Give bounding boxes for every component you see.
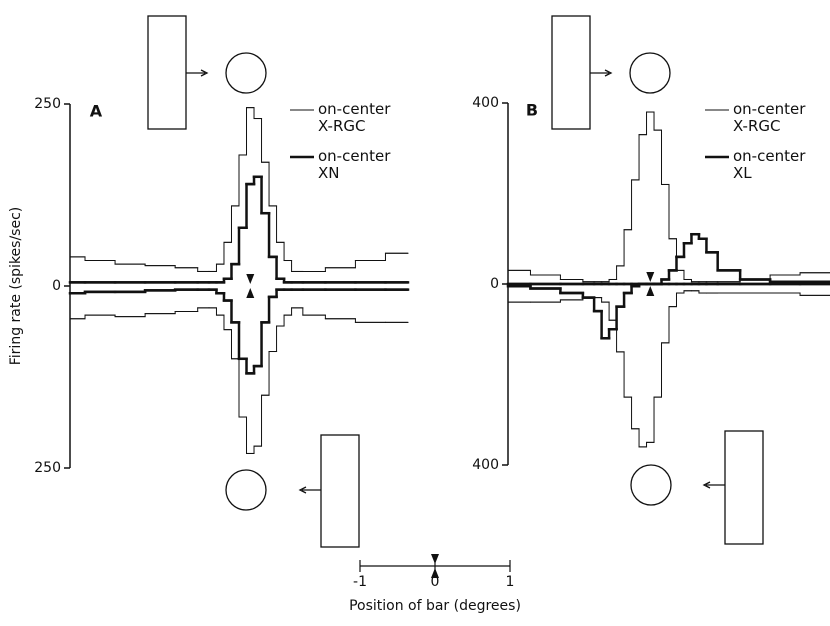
step-risers (70, 175, 408, 284)
trace (506, 232, 830, 286)
scale-tick-label: 1 (506, 574, 515, 590)
step-risers (508, 290, 830, 448)
stimulus-icons (147, 15, 764, 548)
y-tick-label: 0 (52, 278, 61, 294)
y-tick-label: 0 (490, 276, 499, 292)
y-axis-label: Firing rate (spikes/sec) (8, 207, 24, 366)
scale-tick-label: 0 (431, 574, 440, 590)
bar-stimulus (320, 434, 360, 548)
arrow-head (200, 69, 209, 77)
bar-stimulus (147, 15, 187, 130)
trace (506, 282, 830, 340)
trace (69, 107, 409, 272)
step-risers (70, 307, 408, 454)
bar-stimulus (551, 15, 591, 130)
receptive-field (630, 464, 672, 506)
step-risers (508, 282, 830, 340)
receptive-field (225, 469, 267, 511)
center-marker (431, 554, 439, 578)
y-tick-label: 250 (34, 96, 61, 112)
scale-tick-label: -1 (353, 574, 367, 590)
step-risers (70, 288, 408, 375)
legend-label: on-center X-RGC (733, 100, 806, 135)
legend-label: on-center X-RGC (318, 100, 391, 135)
bar-stimulus (724, 430, 764, 545)
arrow-head (604, 69, 613, 77)
center-marker (246, 274, 255, 298)
arrow-head (298, 486, 307, 494)
trace (68, 175, 410, 284)
trace (69, 307, 409, 454)
trace (507, 290, 830, 448)
trace (68, 288, 410, 375)
receptive-field (629, 52, 671, 94)
legend-label: on-center XL (733, 147, 806, 182)
y-tick-label: 250 (34, 460, 61, 476)
legend-label: on-center XN (318, 147, 391, 182)
step-risers (508, 111, 830, 283)
x-axis-label: Position of bar (degrees) (349, 598, 521, 614)
y-tick-label: 400 (472, 95, 499, 111)
center-marker (646, 272, 655, 296)
panel-label: B (526, 101, 538, 120)
step-risers (70, 107, 408, 272)
y-tick-label: 400 (472, 457, 499, 473)
step-risers (508, 232, 830, 286)
receptive-field (225, 52, 267, 94)
arrow-head (702, 481, 711, 489)
panel-label: A (90, 102, 103, 121)
trace (507, 111, 830, 283)
